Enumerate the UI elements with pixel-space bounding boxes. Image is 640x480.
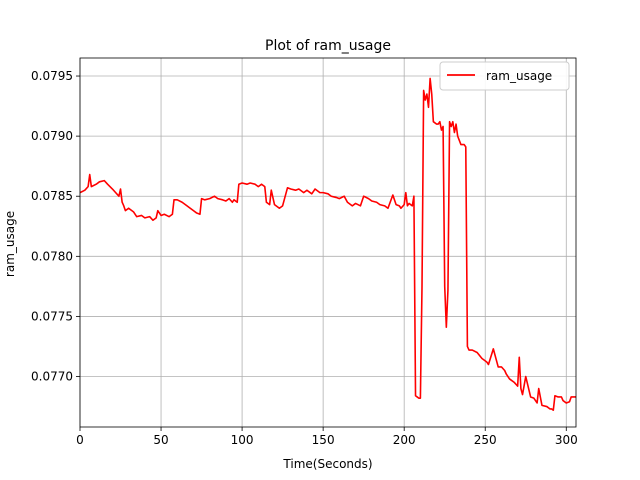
series-line-ram-usage [80,77,576,411]
x-tick-label: 200 [393,433,416,447]
x-axis: 0 50 100 150 200 250 300 [76,427,578,447]
y-tick-label: 0.0785 [31,189,73,203]
y-tick-label: 0.0780 [31,249,73,263]
legend-label: ram_usage [486,69,552,83]
legend: ram_usage [439,61,570,91]
y-tick-label: 0.0795 [31,69,73,83]
y-axis-label: ram_usage [3,211,17,277]
y-tick-label: 0.0775 [31,309,73,323]
x-tick-label: 50 [153,433,168,447]
x-axis-label: Time(Seconds) [282,457,372,471]
series-layer [80,77,576,411]
y-axis: 0.0770 0.0775 0.0780 0.0785 0.0790 0.0795 [31,69,80,384]
legend-box [439,61,570,91]
y-tick-label: 0.0770 [31,370,73,384]
chart-title: Plot of ram_usage [265,38,391,54]
x-tick-label: 300 [555,433,578,447]
grid [79,58,576,427]
y-tick-label: 0.0790 [31,129,73,143]
plot-area-frame [79,57,577,428]
x-tick-label: 100 [231,433,254,447]
x-tick-label: 250 [474,433,497,447]
x-tick-label: 150 [312,433,335,447]
x-tick-label: 0 [76,433,84,447]
